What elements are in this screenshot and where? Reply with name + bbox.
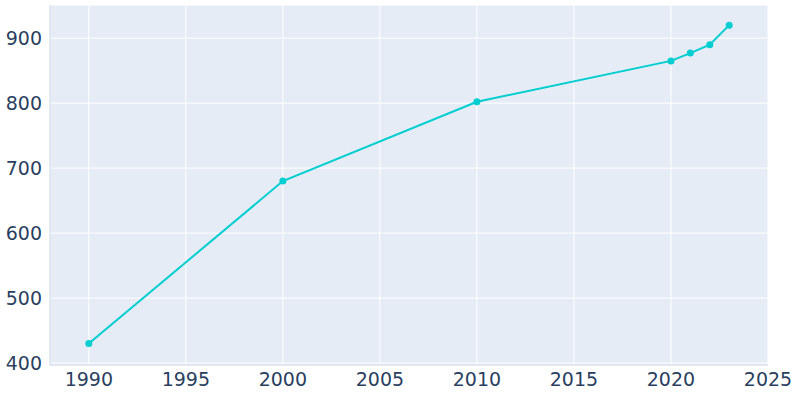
svg-text:900: 900 (8, 27, 42, 49)
svg-text:2005: 2005 (356, 368, 404, 390)
svg-text:2015: 2015 (550, 368, 598, 390)
svg-text:2010: 2010 (453, 368, 501, 390)
svg-text:1990: 1990 (65, 368, 113, 390)
svg-text:2000: 2000 (259, 368, 307, 390)
svg-text:500: 500 (8, 287, 42, 309)
svg-text:2020: 2020 (647, 368, 695, 390)
svg-text:400: 400 (8, 352, 42, 374)
svg-text:600: 600 (8, 222, 42, 244)
svg-text:700: 700 (8, 157, 42, 179)
svg-text:1995: 1995 (162, 368, 210, 390)
svg-text:2025: 2025 (744, 368, 792, 390)
svg-text:800: 800 (8, 92, 42, 114)
